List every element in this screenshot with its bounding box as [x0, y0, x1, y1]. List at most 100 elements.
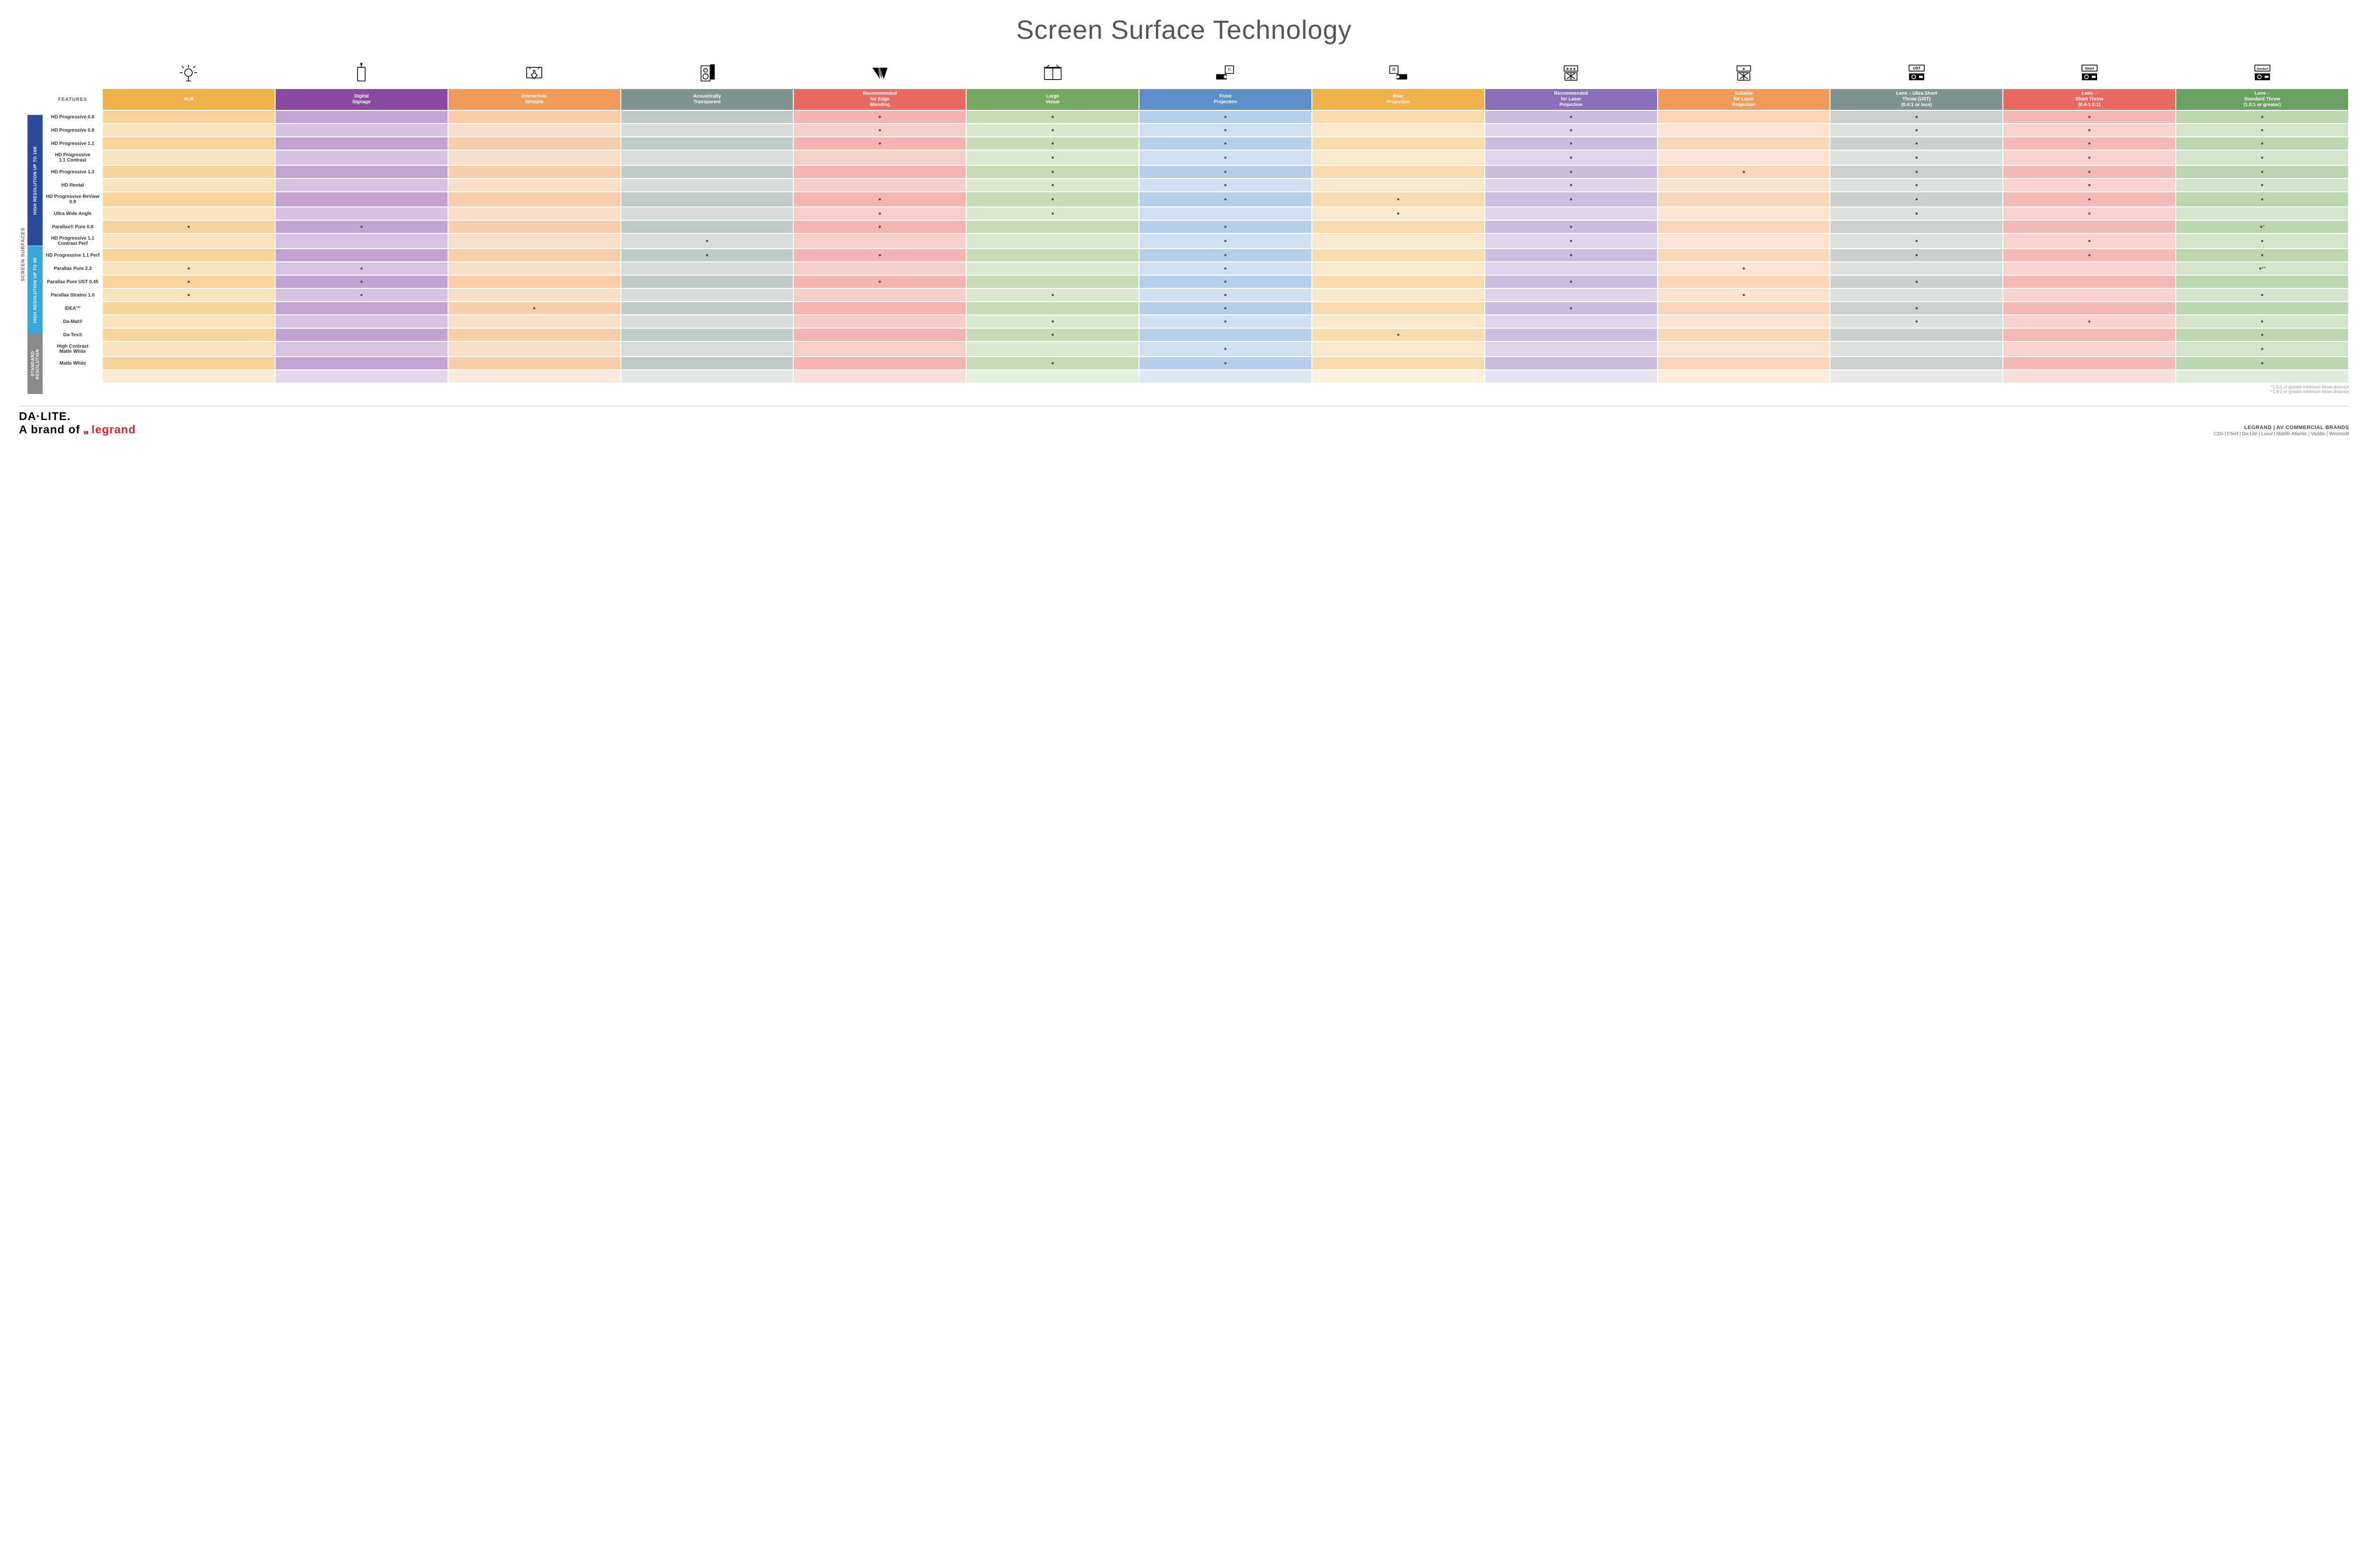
cell	[448, 207, 621, 220]
cell	[621, 341, 794, 357]
cell	[275, 275, 448, 288]
cell	[102, 328, 275, 341]
row-label: HD Progressive 1.1 Perf	[43, 249, 102, 262]
cell	[102, 302, 275, 315]
cell	[621, 110, 794, 124]
cell	[275, 124, 448, 137]
cell	[1485, 249, 1658, 262]
cell	[1658, 192, 1830, 207]
cell	[621, 262, 794, 275]
spacer-cell	[1830, 370, 2003, 383]
cell	[793, 328, 966, 341]
cell	[102, 124, 275, 137]
cell	[2003, 302, 2176, 315]
cell	[2176, 192, 2349, 207]
row-label: HD Progressive 1.3	[43, 165, 102, 179]
cell	[1139, 233, 1312, 249]
cell	[1485, 357, 1658, 370]
cell	[1830, 233, 2003, 249]
spacer-cell	[1658, 370, 1830, 383]
cell	[275, 262, 448, 275]
cell	[793, 165, 966, 179]
cell	[1830, 262, 2003, 275]
row-label: Parallax® Pure 0.8	[43, 220, 102, 233]
cell	[1830, 357, 2003, 370]
cell	[1312, 179, 1485, 192]
cell	[448, 137, 621, 150]
col-head-short: Lens –Short Throw(0.4-1.0:1)	[2003, 89, 2176, 110]
footer: DA·LITE. A brand of ▯ legrand LEGRAND | …	[19, 406, 2349, 437]
cell	[1485, 124, 1658, 137]
cell	[793, 341, 966, 357]
cell	[1139, 207, 1312, 220]
cell: **	[2176, 262, 2349, 275]
cell	[1485, 262, 1658, 275]
interactive-icon	[448, 60, 621, 89]
row-label: HD Progressive 1.1Contrast Perf	[43, 233, 102, 249]
cell	[1830, 165, 2003, 179]
cell	[448, 124, 621, 137]
svg-text:UST: UST	[1913, 66, 1920, 71]
cell	[1658, 137, 1830, 150]
footnote-1: *1.5:1 or greater minimum throw distance	[43, 385, 2349, 389]
cell	[1830, 179, 2003, 192]
cell	[2003, 137, 2176, 150]
chart-container: SCREEN SURFACES HIGH RESOLUTION UP TO 16…	[19, 59, 2349, 394]
cell	[1485, 288, 1658, 302]
cell	[2003, 165, 2176, 179]
cell	[1485, 275, 1658, 288]
cell	[621, 249, 794, 262]
cell	[966, 165, 1139, 179]
cell	[1658, 207, 1830, 220]
cell	[621, 165, 794, 179]
cell	[102, 275, 275, 288]
cell	[102, 192, 275, 207]
cell	[1312, 150, 1485, 165]
cell	[1312, 165, 1485, 179]
cell	[1312, 249, 1485, 262]
cell	[621, 328, 794, 341]
cell	[1312, 288, 1485, 302]
cell	[1485, 110, 1658, 124]
rear-icon: R	[1312, 60, 1485, 89]
cell	[621, 179, 794, 192]
cell	[1485, 207, 1658, 220]
logo-text: DA·LITE.	[19, 410, 136, 423]
svg-text:★: ★	[1742, 67, 1745, 71]
cell	[621, 207, 794, 220]
row-label: High ContrastMatte White	[43, 341, 102, 357]
cell	[1485, 137, 1658, 150]
cell	[2176, 302, 2349, 315]
cell	[1139, 328, 1312, 341]
col-head-rear: RearProjection	[1312, 89, 1485, 110]
cell	[966, 328, 1139, 341]
cell	[2176, 137, 2349, 150]
cell	[2003, 328, 2176, 341]
svg-text:F: F	[1228, 67, 1231, 72]
cell	[793, 288, 966, 302]
cell	[1312, 302, 1485, 315]
cell	[621, 357, 794, 370]
cell	[102, 315, 275, 328]
large-icon	[966, 60, 1139, 89]
brand-logo: DA·LITE. A brand of ▯ legrand	[19, 410, 136, 437]
row-label: HD Progressive 0.9	[43, 124, 102, 137]
cell	[1485, 328, 1658, 341]
row-label: HD Progressive ReView 0.9	[43, 192, 102, 207]
cell	[793, 249, 966, 262]
cell	[448, 275, 621, 288]
cell	[1658, 315, 1830, 328]
cell	[621, 192, 794, 207]
cell	[1658, 341, 1830, 357]
cell	[1312, 341, 1485, 357]
cell	[1312, 357, 1485, 370]
cell	[448, 288, 621, 302]
cell	[1830, 207, 2003, 220]
row-label: IDEA™	[43, 302, 102, 315]
side-label-outer: SCREEN SURFACES	[19, 115, 27, 394]
cell	[275, 341, 448, 357]
cell	[1658, 110, 1830, 124]
cell	[621, 220, 794, 233]
cell	[1312, 315, 1485, 328]
signage-icon	[275, 60, 448, 89]
